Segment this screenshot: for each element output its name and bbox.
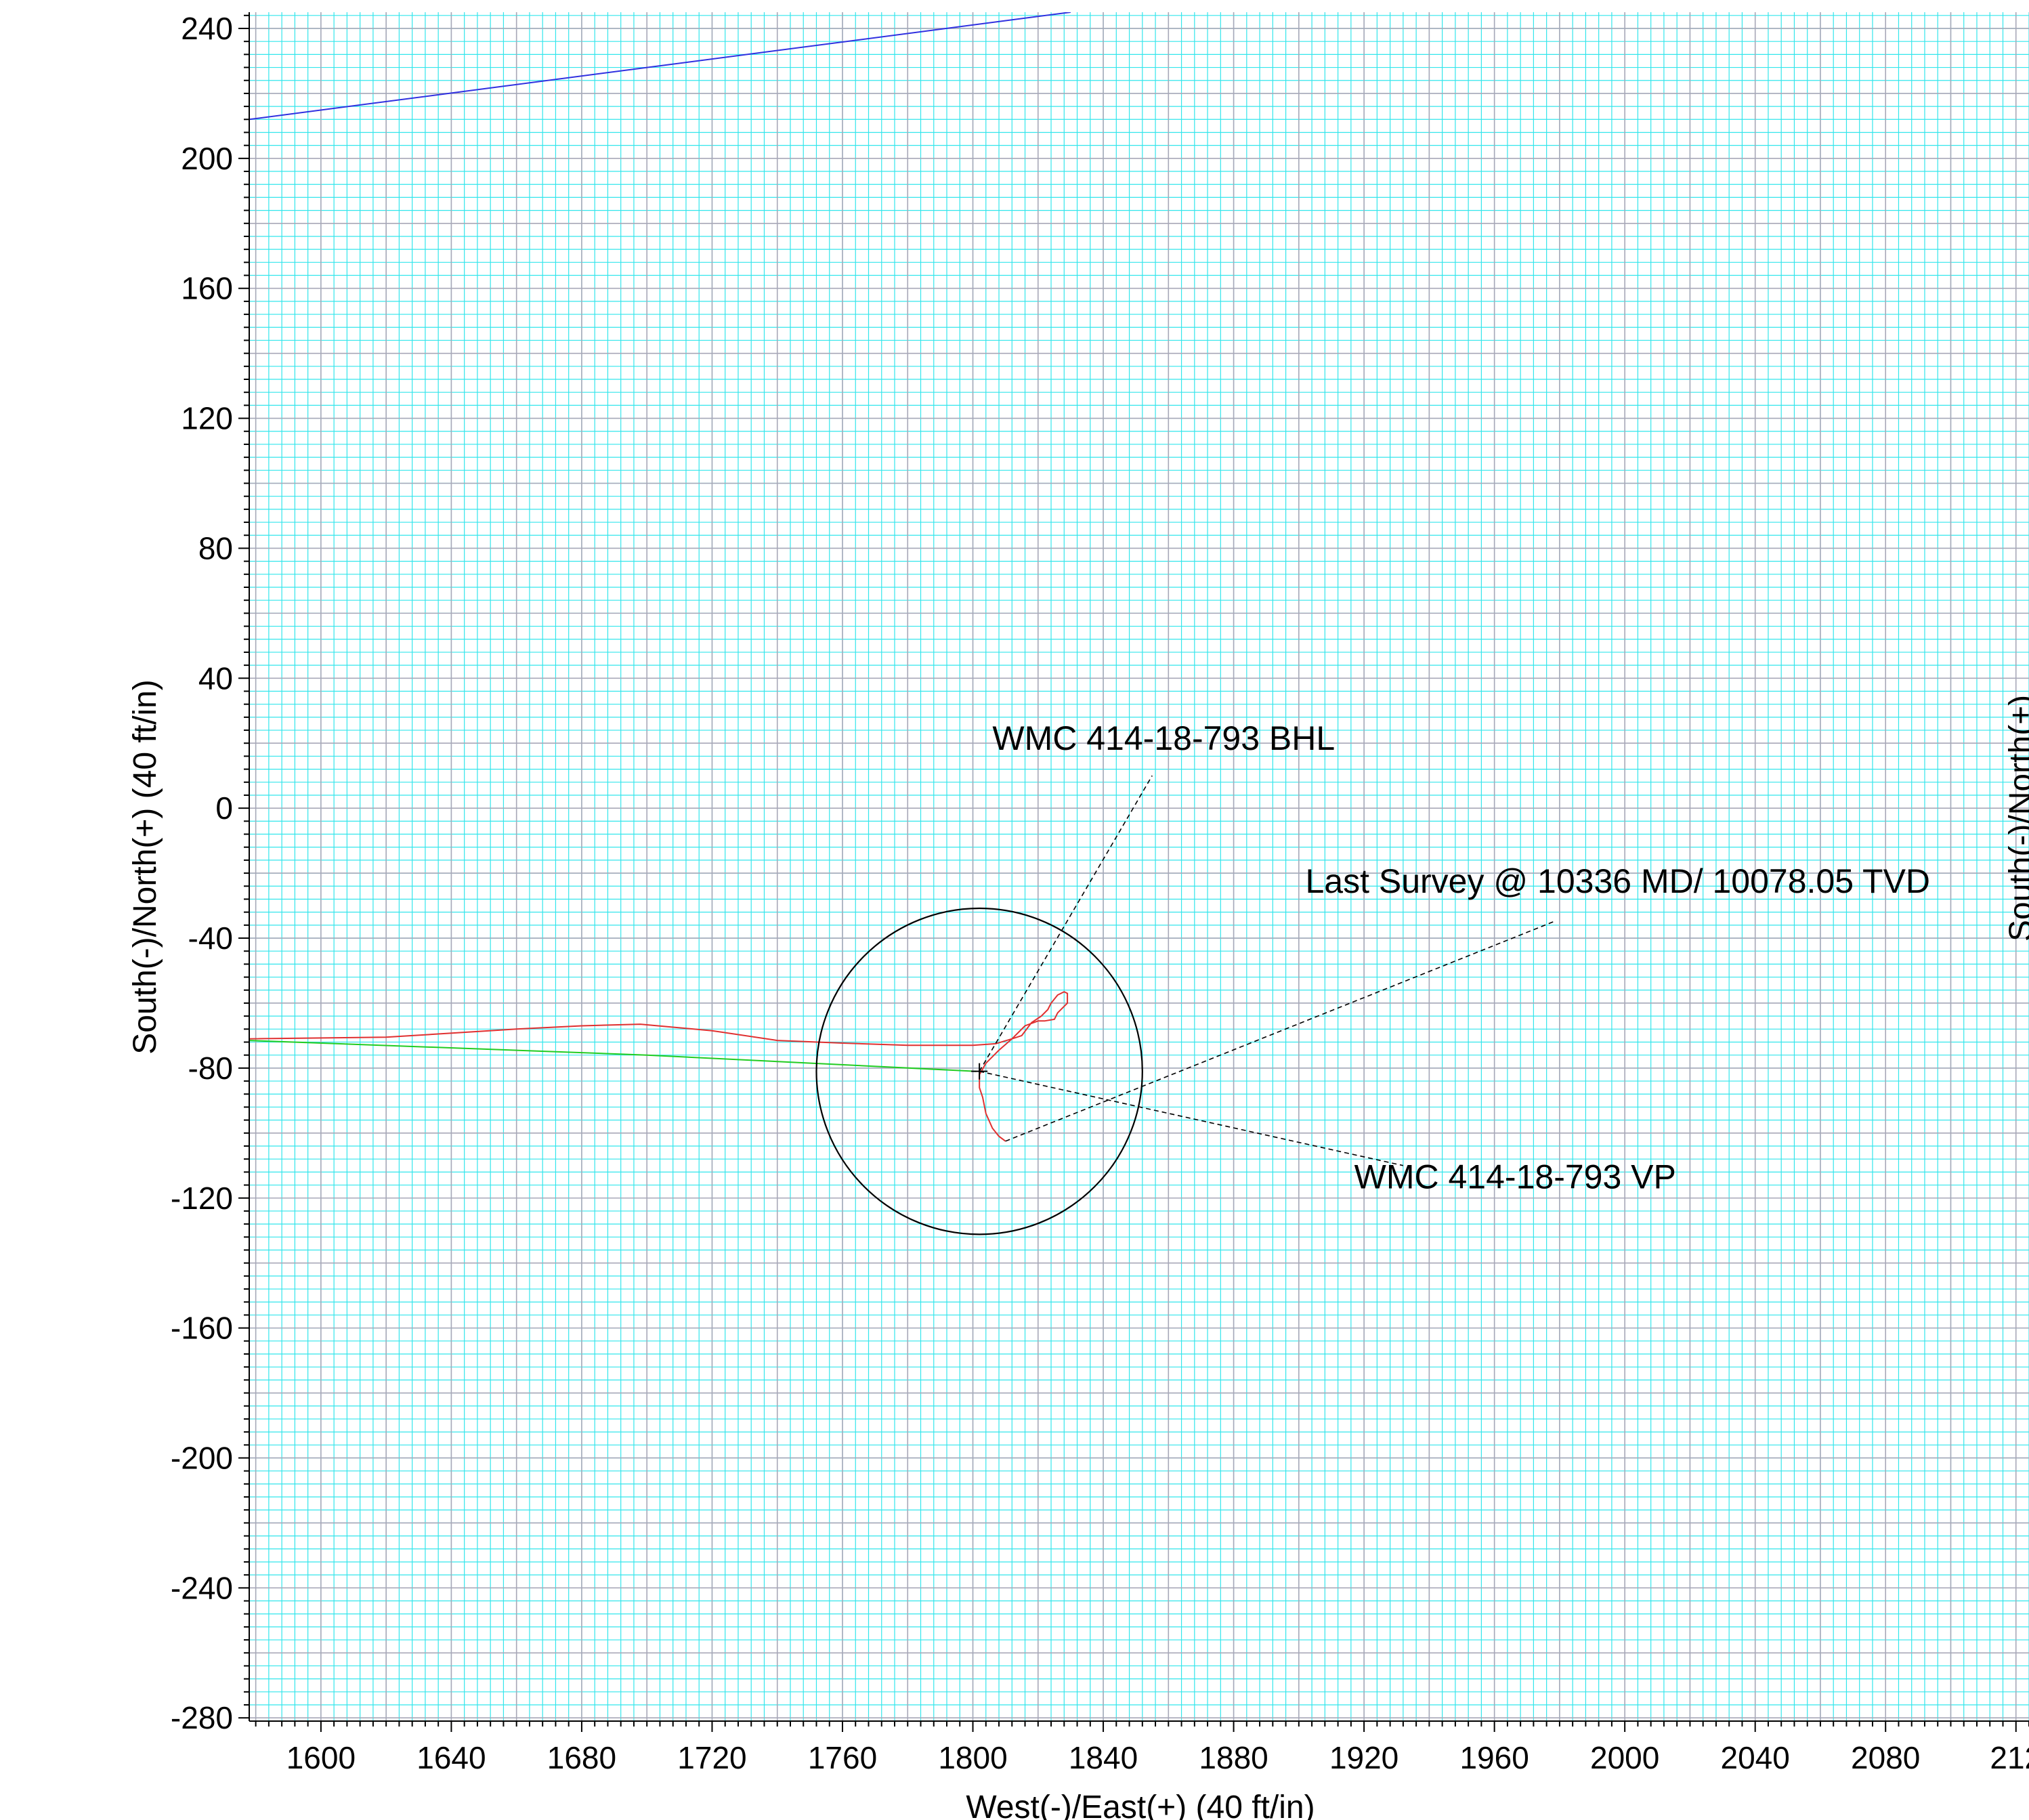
y-tick-label: 80	[198, 530, 233, 566]
right-y-axis-title: South(-)/North(+)	[2003, 695, 2029, 941]
y-tick-label: -280	[171, 1700, 233, 1735]
y-tick-label: 160	[181, 271, 233, 306]
x-tick-label: 1760	[808, 1740, 877, 1775]
annotations: WMC 414-18-793 BHL Last Survey @ 10336 MD…	[979, 719, 1930, 1195]
annotation-label: WMC 414-18-793 BHL	[992, 719, 1335, 757]
x-tick-label: 1800	[938, 1740, 1007, 1775]
x-tick-label: 212	[1990, 1740, 2029, 1775]
x-tick-label: 1640	[417, 1740, 486, 1775]
y-tick-label: -80	[188, 1051, 233, 1086]
annotation-leader-line	[1005, 921, 1554, 1142]
tick-labels: 1600 1640 1680 1720 1760 1800 1840 1880 1920 1960…	[171, 11, 2029, 1775]
y-tick-label: 0	[215, 790, 233, 826]
x-axis-title: West(-)/East(+) (40 ft/in)	[966, 1790, 1315, 1820]
y-axis-title: South(-)/North(+) (40 ft/in)	[127, 679, 163, 1055]
minor-grid	[249, 12, 2029, 1721]
y-tick-label: -240	[171, 1570, 233, 1605]
annotation-leader-line	[979, 775, 1153, 1072]
y-tick-label: -200	[171, 1440, 233, 1475]
green-series-line	[249, 1040, 977, 1072]
x-tick-label: 1720	[677, 1740, 746, 1775]
target-circle	[815, 907, 1143, 1235]
y-tick-label: 120	[181, 401, 233, 436]
blue-series-line	[249, 12, 1071, 121]
annotation-label: WMC 414-18-793 VP	[1354, 1158, 1676, 1195]
x-tick-label: 1960	[1459, 1740, 1529, 1775]
y-tick-label: -120	[171, 1181, 233, 1216]
x-tick-label: 1920	[1329, 1740, 1398, 1775]
x-tick-label: 2040	[1721, 1740, 1790, 1775]
y-tick-label: -160	[171, 1311, 233, 1346]
annotation-leader-line	[979, 1070, 1404, 1166]
x-tick-label: 2080	[1851, 1740, 1920, 1775]
red-series-line	[249, 991, 1069, 1142]
y-tick-label: 200	[181, 141, 233, 176]
annotation-label: Last Survey @ 10336 MD/ 10078.05 TVD	[1305, 862, 1930, 900]
major-grid	[249, 12, 2029, 1721]
y-tick-label: -40	[188, 920, 233, 956]
y-tick-label: 240	[181, 11, 233, 46]
axis-ticks	[238, 14, 2029, 1732]
x-tick-label: 1600	[286, 1740, 356, 1775]
y-tick-label: 40	[198, 660, 233, 696]
x-tick-label: 1680	[547, 1740, 616, 1775]
x-tick-label: 1880	[1199, 1740, 1268, 1775]
x-tick-label: 2000	[1590, 1740, 1659, 1775]
x-tick-label: 1840	[1069, 1740, 1138, 1775]
